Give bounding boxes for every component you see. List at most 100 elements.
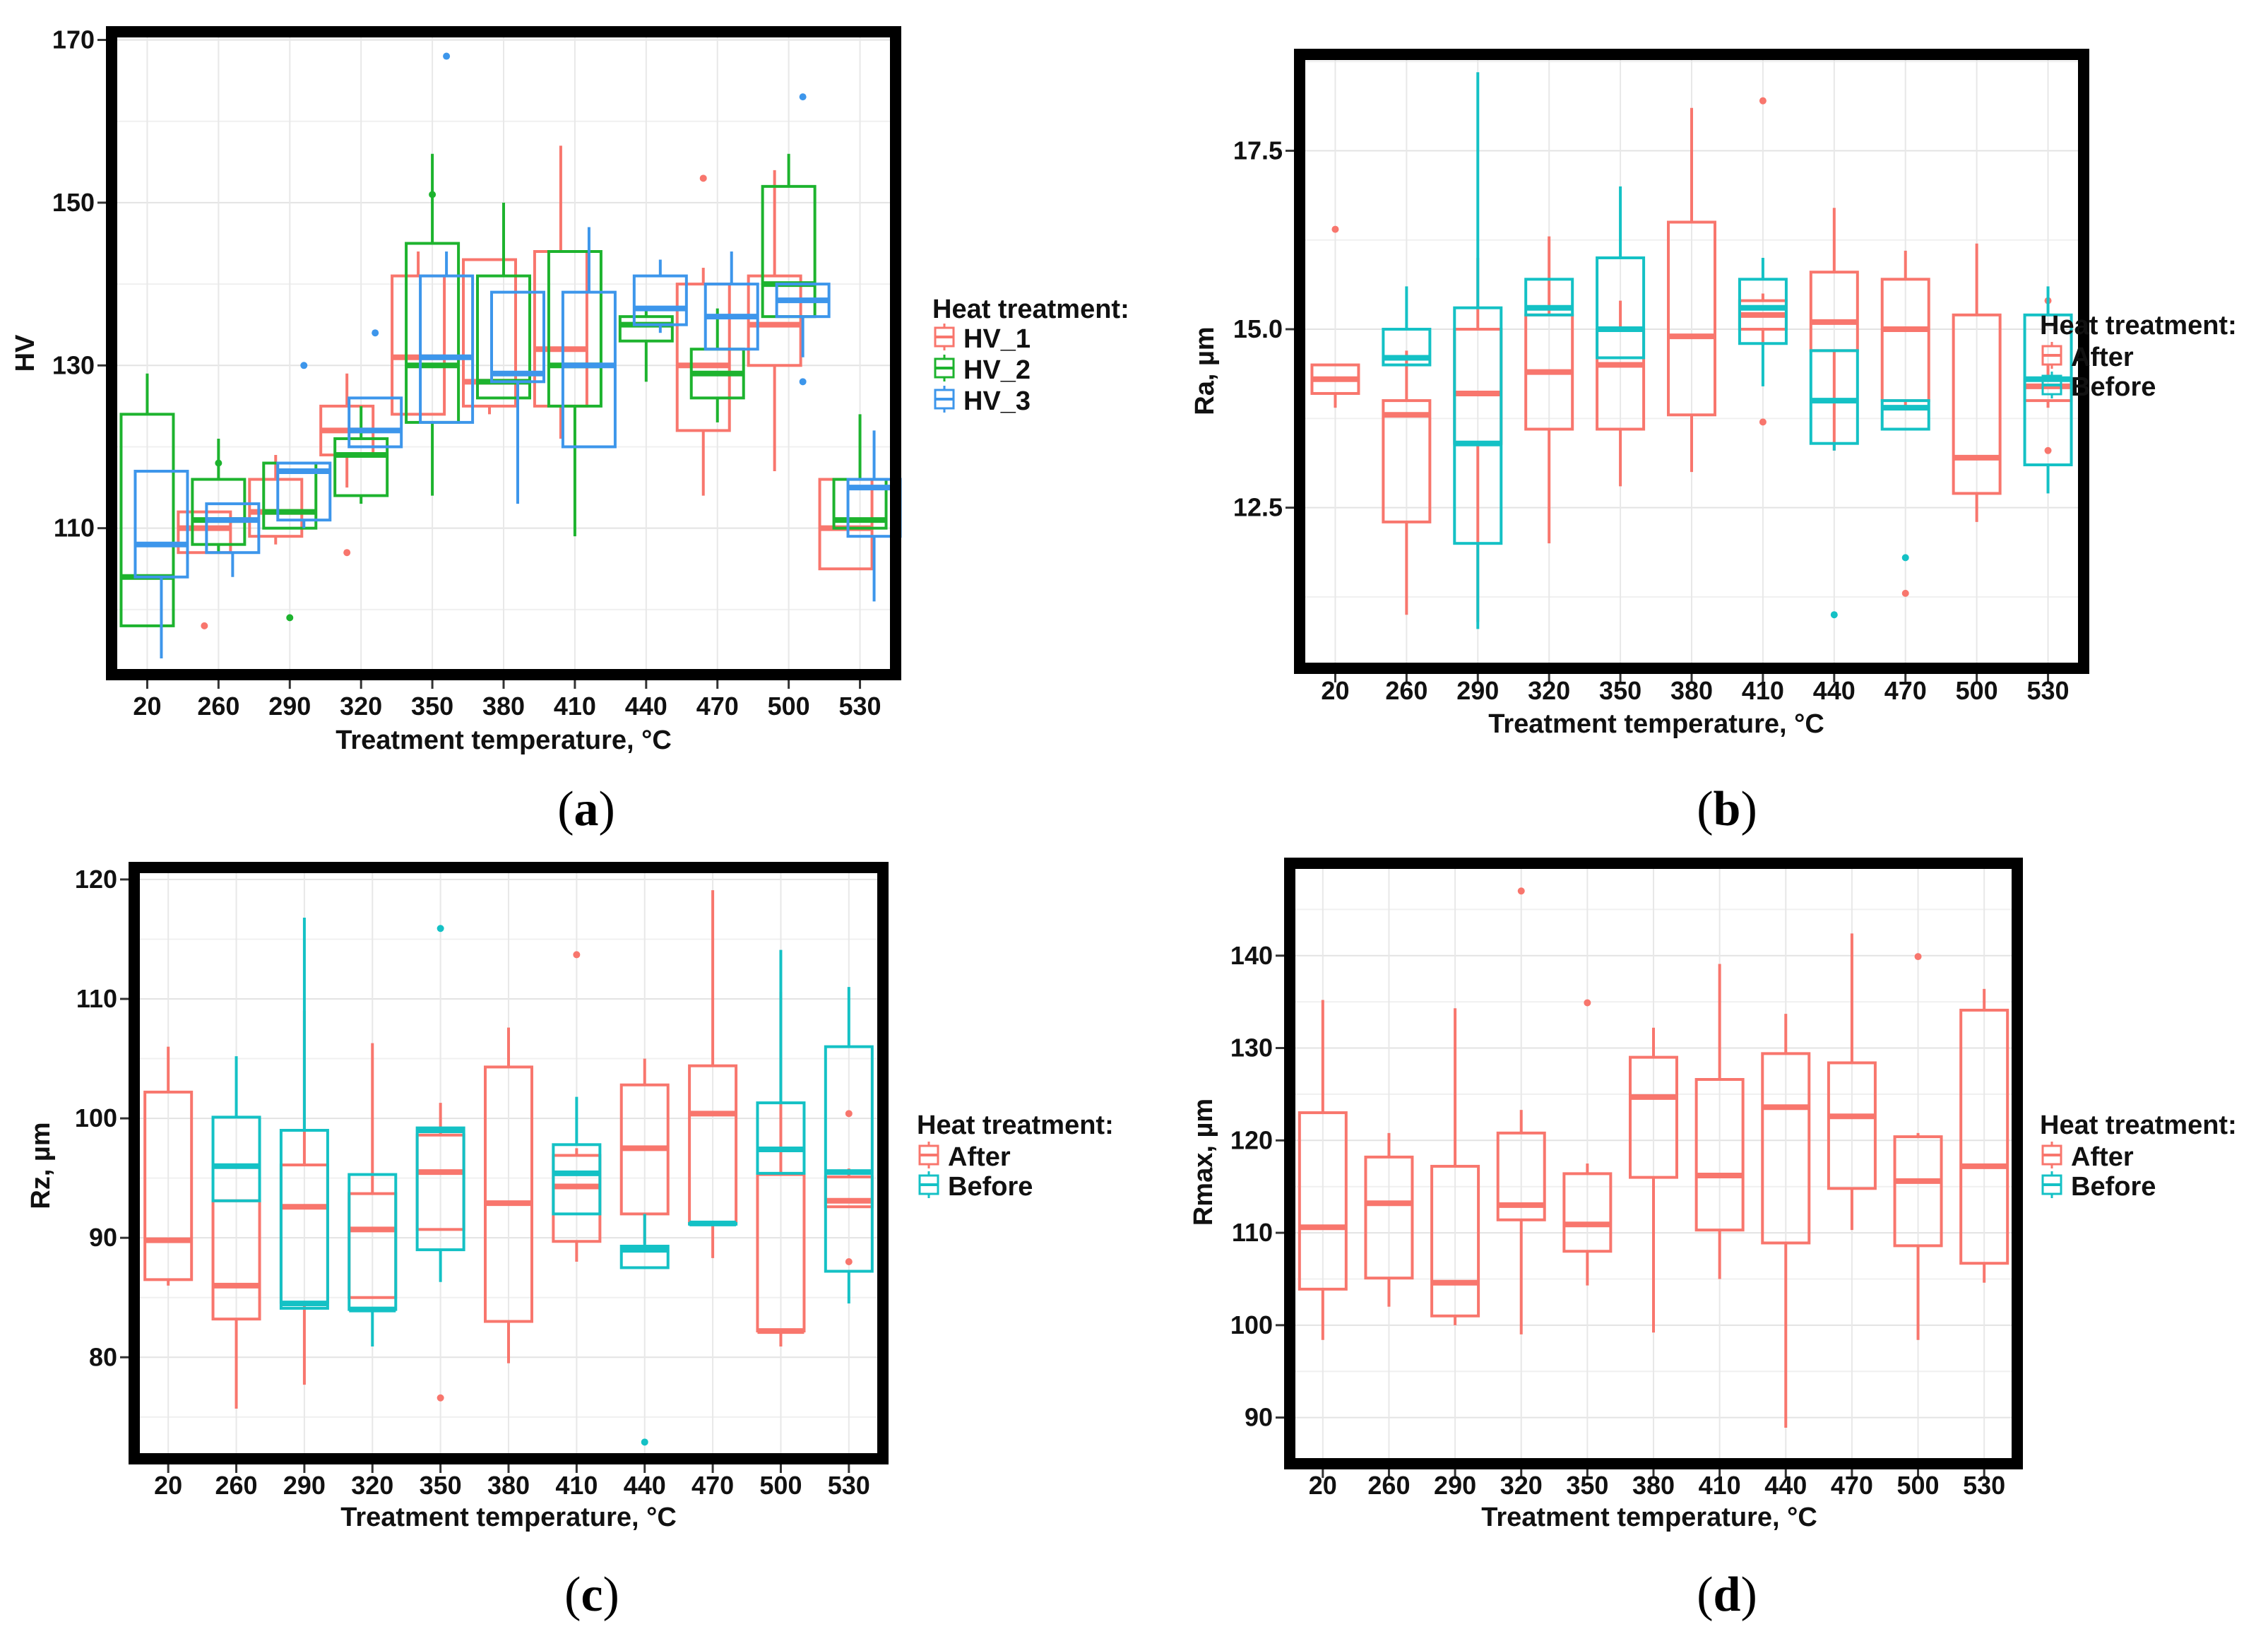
box-body: [1880, 399, 1930, 431]
x-tick-label: 290: [283, 1471, 326, 1500]
x-tick-label: 320: [340, 692, 382, 721]
box-body: [276, 461, 332, 522]
box-body: [1382, 328, 1432, 367]
panel-label: (c): [564, 1568, 619, 1622]
box-body: [2023, 313, 2073, 467]
box-body: [1952, 313, 2002, 495]
y-tick-label: 15.0: [1233, 314, 1283, 343]
box-body: [547, 250, 602, 408]
box-HV_1-470: [675, 174, 731, 496]
box-body: [756, 1101, 806, 1175]
box-body: [1959, 1008, 2009, 1265]
box-HV_3-470: [703, 251, 759, 351]
x-tick-label: 20: [1321, 676, 1349, 705]
x-tick-label: 380: [1670, 676, 1713, 705]
box-body: [1667, 220, 1716, 417]
y-tick-label: 130: [1230, 1034, 1273, 1062]
panel-frame: [129, 862, 889, 1464]
box-HV_3-20: [133, 470, 189, 658]
box-After-500: [1952, 243, 2002, 522]
box-After-380: [484, 1027, 533, 1363]
legend-label-HV_2: HV_2: [963, 355, 1031, 385]
outlier-point: [845, 1258, 853, 1265]
box-After-350: [1596, 300, 1646, 487]
y-tick-label: 130: [52, 350, 95, 379]
outlier-point: [1759, 418, 1767, 426]
legend-label-Before: Before: [2071, 1172, 2156, 1202]
legend-title: Heat treatment:: [2040, 311, 2237, 341]
box-body: [1761, 1052, 1811, 1245]
box-body: [476, 274, 531, 400]
box-body: [211, 1115, 261, 1202]
x-tick-label: 440: [1813, 676, 1856, 705]
chart-panel-a: 110 130 150 170 20 260 290 320 350 380 410 440 470 50…: [11, 25, 1129, 836]
x-tick-label: 410: [1742, 676, 1784, 705]
box-body: [1629, 1055, 1678, 1179]
legend-key-After: [918, 1142, 939, 1168]
box-Before-260: [1382, 286, 1432, 367]
box-body: [1562, 1172, 1613, 1253]
box-body: [1893, 1135, 1943, 1248]
box-body: [1809, 349, 1859, 445]
box-body: [191, 478, 247, 546]
box-body: [490, 290, 545, 384]
box-Before-410: [1738, 257, 1788, 386]
outlier-point: [699, 174, 707, 182]
box-HV_3-350: [419, 52, 475, 424]
outlier-point: [573, 951, 581, 959]
outlier-point: [437, 1394, 444, 1402]
x-tick-label: 350: [411, 692, 453, 721]
box-After-500: [1893, 953, 1943, 1340]
box-HV_3-380: [490, 290, 545, 504]
outlier-point: [443, 52, 451, 60]
y-tick-label: 140: [1230, 941, 1273, 970]
y-tick-label: 17.5: [1233, 136, 1283, 165]
legend-key-HV_3: [934, 386, 955, 413]
legend-key-HV_1: [934, 324, 955, 350]
x-tick-label: 260: [197, 692, 239, 721]
panel-label: (a): [557, 782, 615, 836]
x-tick-label: 380: [487, 1471, 530, 1500]
y-axis-title: HV: [11, 334, 40, 372]
box-Before-530: [824, 987, 874, 1304]
x-tick-label: 530: [2027, 676, 2070, 705]
x-axis-title: Treatment temperature, °C: [336, 726, 672, 755]
box-body: [1496, 1131, 1546, 1221]
box-Before-320: [1524, 278, 1574, 316]
legend-title: Heat treatment:: [932, 295, 1129, 324]
y-tick-label: 110: [76, 984, 117, 1013]
box-Before-440: [619, 1214, 670, 1446]
outlier-point: [641, 1438, 648, 1446]
x-tick-label: 290: [1434, 1471, 1476, 1500]
panel-frame: [1284, 858, 2023, 1469]
x-tick-label: 530: [828, 1471, 870, 1500]
box-body: [1298, 1111, 1348, 1291]
x-tick-label: 260: [1385, 676, 1427, 705]
x-tick-label: 470: [1884, 676, 1927, 705]
box-body: [552, 1143, 602, 1216]
panel-frame: [106, 26, 901, 680]
y-tick-label: 120: [1230, 1125, 1273, 1154]
box-Before-350: [415, 925, 465, 1282]
box-body: [419, 274, 475, 424]
chart-panel-d: 90 100 110 120 130 140 20 260 290 320 350 380 410 440…: [1189, 858, 2237, 1622]
box-body: [391, 274, 446, 416]
chart-panel-b: 12.5 15.0 17.5 20 260 290 320 350 380 410 440 470 50…: [1190, 49, 2237, 836]
box-body: [1738, 278, 1788, 345]
box-After-20: [1298, 1000, 1348, 1340]
x-tick-label: 20: [133, 692, 161, 721]
box-After-440: [1761, 1014, 1811, 1428]
x-tick-label: 320: [1500, 1471, 1543, 1500]
outlier-point: [1914, 953, 1922, 961]
x-tick-label: 320: [1528, 676, 1570, 705]
outlier-point: [1584, 999, 1591, 1007]
box-body: [1524, 278, 1574, 316]
x-tick-label: 350: [1599, 676, 1641, 705]
chart-panel-c: 80 90 100 110 120 20 260 290 320 350 380 410 440 470 5…: [26, 862, 1114, 1622]
box-After-320: [1496, 887, 1546, 1334]
box-Before-290: [1453, 72, 1503, 629]
outlier-point: [845, 1110, 853, 1118]
box-body: [333, 437, 389, 497]
